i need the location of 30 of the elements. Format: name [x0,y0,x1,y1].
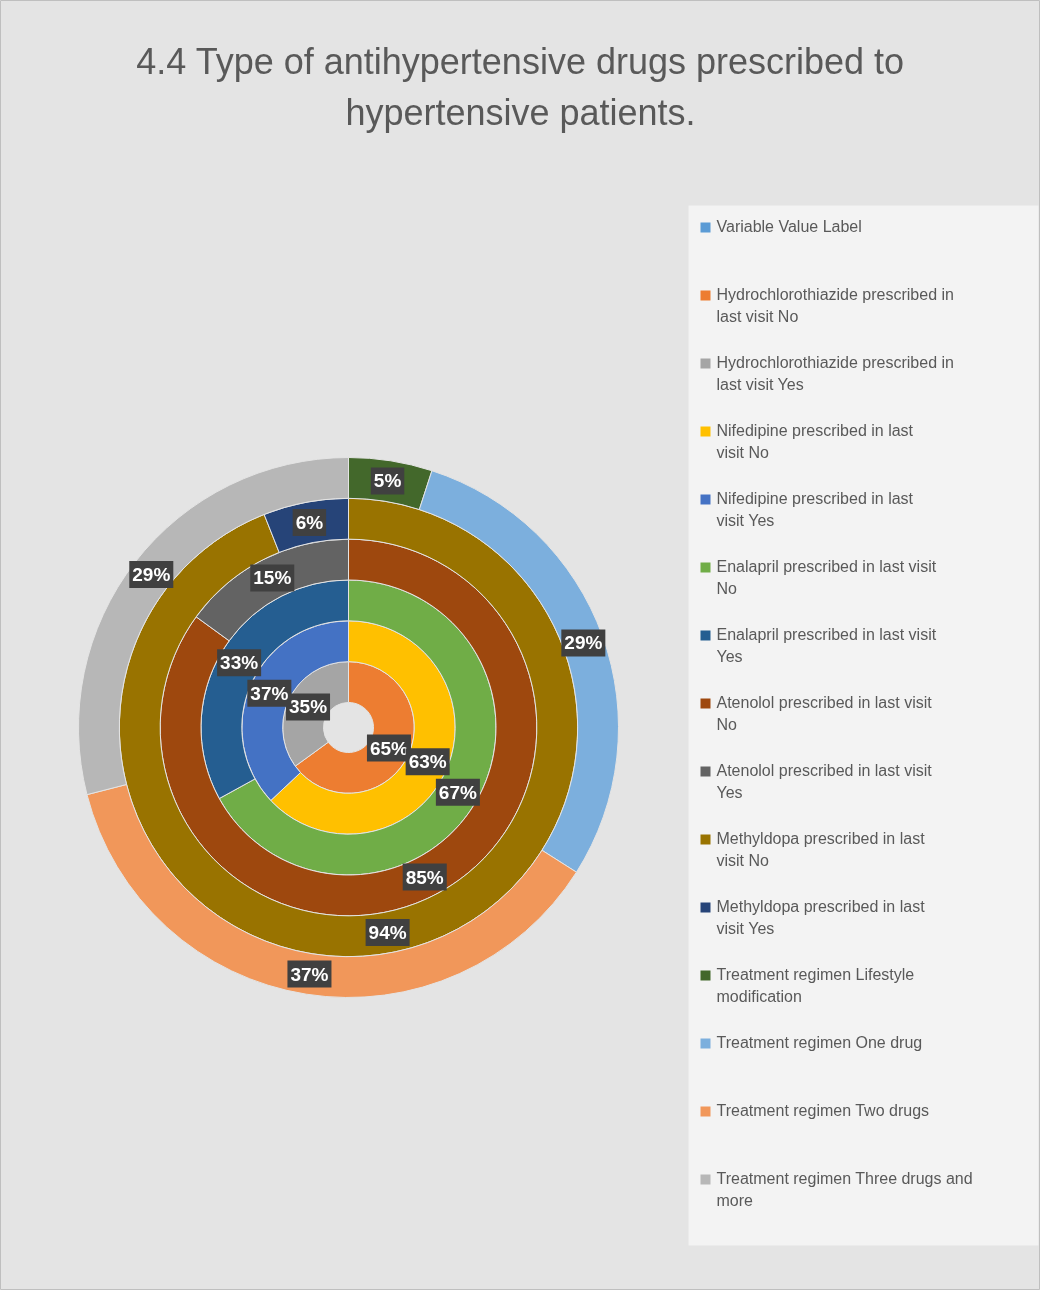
data-label: 29% [564,632,603,654]
data-label: 6% [295,511,324,533]
legend-label: Treatment regimen Two drugs [716,1101,930,1119]
legend-label: Treatment regimen Lifestyle modification [716,965,915,1006]
legend-label: Atenolol prescribed in last visit Yes [716,761,933,802]
data-label: 15% [253,567,292,589]
data-label: 85% [405,866,444,888]
legend-label: Nifedipine prescribed in last visit Yes [716,489,914,530]
legend-label: Variable Value Label [716,217,862,235]
data-label: 37% [250,682,289,704]
legend-label: Hydrochlorothiazide prescribed in last visit Yes [716,353,954,394]
legend-label: Methyldopa prescribed in last visit Yes [716,897,926,938]
legend-label: Methyldopa prescribed in last visit No [716,829,926,870]
legend-label: Treatment regimen Three drugs and more [716,1169,973,1210]
data-label: 37% [290,963,329,985]
data-label: 65% [369,737,409,759]
legend-label: Enalapril prescribed in last visit Yes [716,625,937,666]
data-label: 67% [438,781,478,803]
legend-label: Treatment regimen One drug [716,1033,923,1051]
data-label: 33% [220,652,259,674]
data-label: 5% [373,470,402,492]
legend-label: Atenolol prescribed in last visit No [716,693,933,734]
legend-label: Nifedipine prescribed in last visit No [716,421,914,462]
data-label: 94% [368,922,407,944]
data-label: 29% [132,564,171,586]
legend-label: Hydrochlorothiazide prescribed in last visit No [716,285,954,326]
data-label: 63% [408,751,447,773]
chart-title: 4.4 Type of antihypertensive drugs prescribed to hypertensive patients. [136,40,905,133]
data-label: 35% [289,696,328,718]
legend-label: Enalapril prescribed in last visit No [716,557,937,598]
